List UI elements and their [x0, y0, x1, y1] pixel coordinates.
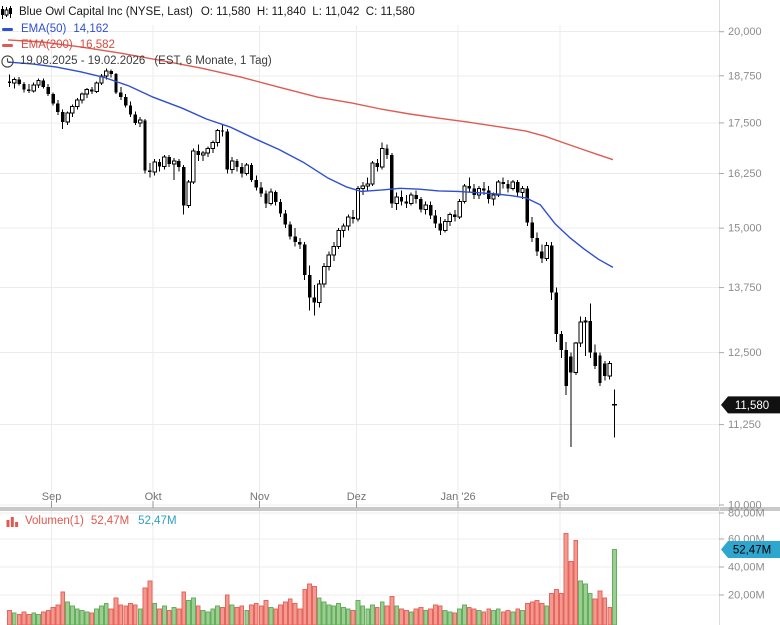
volume-bars-icon: [6, 516, 19, 527]
ema200-legend[interactable]: EMA(200) 16,582: [0, 38, 115, 52]
svg-text:20,000: 20,000: [728, 26, 762, 38]
svg-text:12,500: 12,500: [728, 347, 762, 359]
svg-text:Sep: Sep: [42, 491, 62, 503]
volume-value: 52,47M: [90, 515, 130, 527]
candlestick-icon: [0, 5, 13, 19]
ema50-legend[interactable]: EMA(50) 14,162: [0, 22, 109, 36]
date-range-info: (EST, 6 Monate, 1 Tag): [154, 55, 272, 67]
instrument-header: Blue Owl Capital Inc (NYSE, Last) O: 11,…: [0, 5, 415, 19]
ema200-label: EMA(200): [21, 39, 73, 51]
clock-icon: [1, 54, 14, 68]
svg-text:20,00M: 20,00M: [728, 590, 765, 602]
volume-last-value: 52,47M: [138, 515, 177, 527]
ema200-line: [7, 39, 614, 161]
svg-text:13,750: 13,750: [728, 282, 762, 294]
ema50-line: [7, 61, 614, 269]
candles-series: [7, 68, 617, 447]
svg-text:52,47M: 52,47M: [733, 545, 771, 557]
volume-series: [7, 532, 617, 625]
price-axis: 20,000 18,750 17,500 16,250 15,000 13,750 12,5…: [719, 26, 762, 512]
svg-text:40,00M: 40,00M: [728, 562, 765, 574]
ema50-label: EMA(50): [21, 23, 67, 35]
date-range: 19.08.2025 - 19.02.2026: [20, 55, 146, 67]
svg-text:11,250: 11,250: [728, 419, 761, 431]
ema50-swatch-icon: [2, 27, 13, 31]
last-volume-badge: 52,47M: [721, 541, 780, 559]
gridlines: [0, 25, 719, 625]
instrument-title: Blue Owl Capital Inc (NYSE, Last): [19, 6, 193, 18]
time-axis: Sep Okt Nov Dez Jan '26 Feb: [42, 491, 569, 508]
svg-text:18,750: 18,750: [728, 70, 762, 82]
ohlc-values: O: 11,580 H: 11,840 L: 11,042 C: 11,580: [200, 6, 415, 18]
date-range-row: 19.08.2025 - 19.02.2026 (EST, 6 Monate, …: [0, 54, 272, 68]
ema200-swatch-icon: [2, 43, 13, 47]
svg-text:Jan '26: Jan '26: [441, 491, 476, 503]
panel-divider: [0, 507, 780, 511]
svg-text:16,250: 16,250: [728, 168, 762, 180]
svg-text:10,000: 10,000: [728, 500, 762, 512]
ema50-value: 14,162: [73, 23, 109, 35]
svg-text:15,000: 15,000: [728, 223, 762, 235]
volume-label: Volumen(1): [25, 515, 84, 527]
svg-text:11,580: 11,580: [735, 400, 769, 412]
svg-text:Dez: Dez: [347, 491, 367, 503]
ema200-value: 16,582: [79, 39, 115, 51]
last-price-badge: 11,580: [721, 396, 780, 414]
svg-text:Okt: Okt: [145, 491, 162, 503]
svg-text:80,00M: 80,00M: [728, 508, 765, 520]
svg-text:17,500: 17,500: [728, 117, 762, 129]
svg-text:Nov: Nov: [250, 491, 270, 503]
volume-legend[interactable]: Volumen(1) 52,47M 52,47M: [0, 514, 177, 528]
svg-text:Feb: Feb: [550, 491, 569, 503]
